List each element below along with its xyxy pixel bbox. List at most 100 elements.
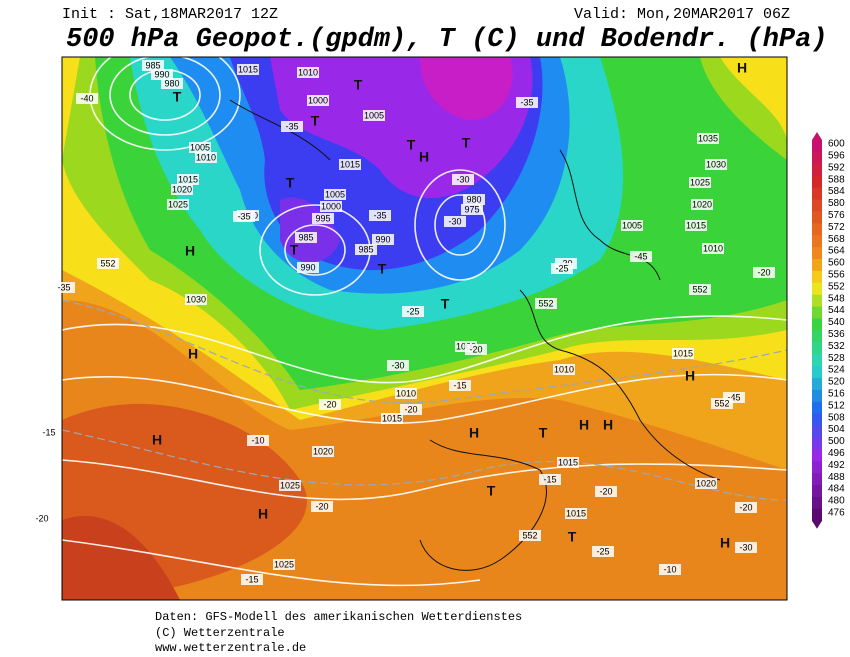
map-label-bg	[659, 564, 681, 575]
map-label-bg	[400, 404, 422, 415]
map-label: 1010	[703, 243, 723, 253]
map-label-bg	[672, 348, 694, 359]
colorbar-swatch	[812, 163, 822, 177]
map-label-bg	[621, 220, 643, 231]
colorbar-swatch	[812, 175, 822, 189]
map-label: -30	[448, 216, 461, 226]
map-label: -45	[634, 251, 647, 261]
map-label-bg	[53, 282, 75, 293]
colorbar-swatch	[812, 211, 822, 224]
colorbar-swatch	[812, 413, 822, 427]
map-label-bg	[279, 480, 301, 491]
map-label: -15	[453, 380, 466, 390]
colorbar-swatch	[812, 330, 822, 343]
map-label: 552	[522, 530, 537, 540]
map-label-bg	[689, 284, 711, 295]
map-label: 1015	[178, 174, 198, 184]
pressure-center: H	[419, 149, 429, 165]
colorbar-label: 540	[828, 317, 845, 328]
map-label-bg	[565, 508, 587, 519]
colorbar-label: 484	[828, 484, 845, 495]
colorbar-swatch	[812, 235, 822, 248]
colorbar-swatch	[812, 306, 822, 319]
colorbar-swatch	[812, 366, 822, 379]
colorbar-label: 496	[828, 448, 845, 459]
map-label: -20	[739, 502, 752, 512]
map-label-bg	[539, 474, 561, 485]
pressure-center: H	[152, 432, 162, 448]
map-label-bg	[465, 344, 487, 355]
map-label: 1020	[696, 478, 716, 488]
map-label: 552	[538, 298, 553, 308]
pressure-center: H	[469, 425, 479, 441]
pressure-center: H	[720, 535, 730, 551]
pressure-center: H	[579, 417, 589, 433]
map-label: 1000	[308, 95, 328, 105]
map-label-bg	[691, 199, 713, 210]
map-label-bg	[689, 177, 711, 188]
colorbar-swatch	[812, 354, 822, 367]
map-label: 1030	[706, 159, 726, 169]
colorbar-swatch	[812, 151, 822, 165]
map-label: -40	[80, 93, 93, 103]
pressure-center: T	[568, 529, 577, 545]
map-label-bg	[241, 574, 263, 585]
map-label-bg	[444, 216, 466, 227]
map-label-bg	[167, 199, 189, 210]
colorbar-label: 548	[828, 293, 845, 304]
pressure-center: T	[407, 137, 416, 153]
map-label: -15	[543, 474, 556, 484]
map-label-bg	[705, 159, 727, 170]
pressure-center: T	[378, 261, 387, 277]
map-label: -25	[596, 546, 609, 556]
colorbar-label: 588	[828, 174, 845, 185]
footer-url: www.wetterzentrale.de	[155, 641, 306, 655]
map-label: -30	[391, 360, 404, 370]
map-label: -20	[599, 486, 612, 496]
map	[62, 57, 787, 600]
colorbar-swatch	[812, 270, 822, 284]
colorbar-swatch	[812, 223, 822, 236]
map-label: 1035	[698, 133, 718, 143]
map-label-bg	[735, 542, 757, 553]
map-label: 1015	[566, 508, 586, 518]
map-label: -45	[727, 392, 740, 402]
colorbar-cap-bottom	[812, 520, 822, 529]
map-label: 985	[298, 232, 313, 242]
map-label-bg	[189, 142, 211, 153]
colorbar-label: 600	[828, 139, 845, 150]
map-label: -20	[315, 501, 328, 511]
map-label-bg	[355, 244, 377, 255]
map-label-bg	[151, 69, 173, 80]
colorbar-label: 532	[828, 341, 845, 352]
colorbar-label: 564	[828, 246, 845, 257]
map-label-bg	[516, 97, 538, 108]
map-label-bg	[702, 243, 724, 254]
colorbar-label: 516	[828, 389, 845, 400]
map-title: 500 hPa Geopot.(gpdm), T (C) und Bodendr…	[66, 25, 828, 55]
map-label: 1005	[364, 110, 384, 120]
map-label-bg	[753, 267, 775, 278]
map-label-bg	[312, 446, 334, 457]
map-label-bg	[38, 427, 60, 438]
map-label: 980	[164, 78, 179, 88]
colorbar-swatch	[812, 318, 822, 331]
map-label-bg	[195, 152, 217, 163]
map-label: 1030	[186, 294, 206, 304]
colorbar-swatch	[812, 497, 822, 510]
colorbar-label: 580	[828, 198, 845, 209]
colorbar-swatch	[812, 461, 822, 474]
map-label-bg	[295, 232, 317, 243]
colorbar-label: 492	[828, 460, 845, 471]
map-label-bg	[320, 201, 342, 212]
map-label: 1005	[190, 142, 210, 152]
colorbar-label: 520	[828, 377, 845, 388]
pressure-center: T	[539, 425, 548, 441]
pressure-center: H	[185, 243, 195, 259]
pressure-center: T	[311, 113, 320, 129]
map-label: 1010	[554, 364, 574, 374]
map-label: 975	[464, 204, 479, 214]
map-label-bg	[369, 210, 391, 221]
map-label-bg	[630, 251, 652, 262]
